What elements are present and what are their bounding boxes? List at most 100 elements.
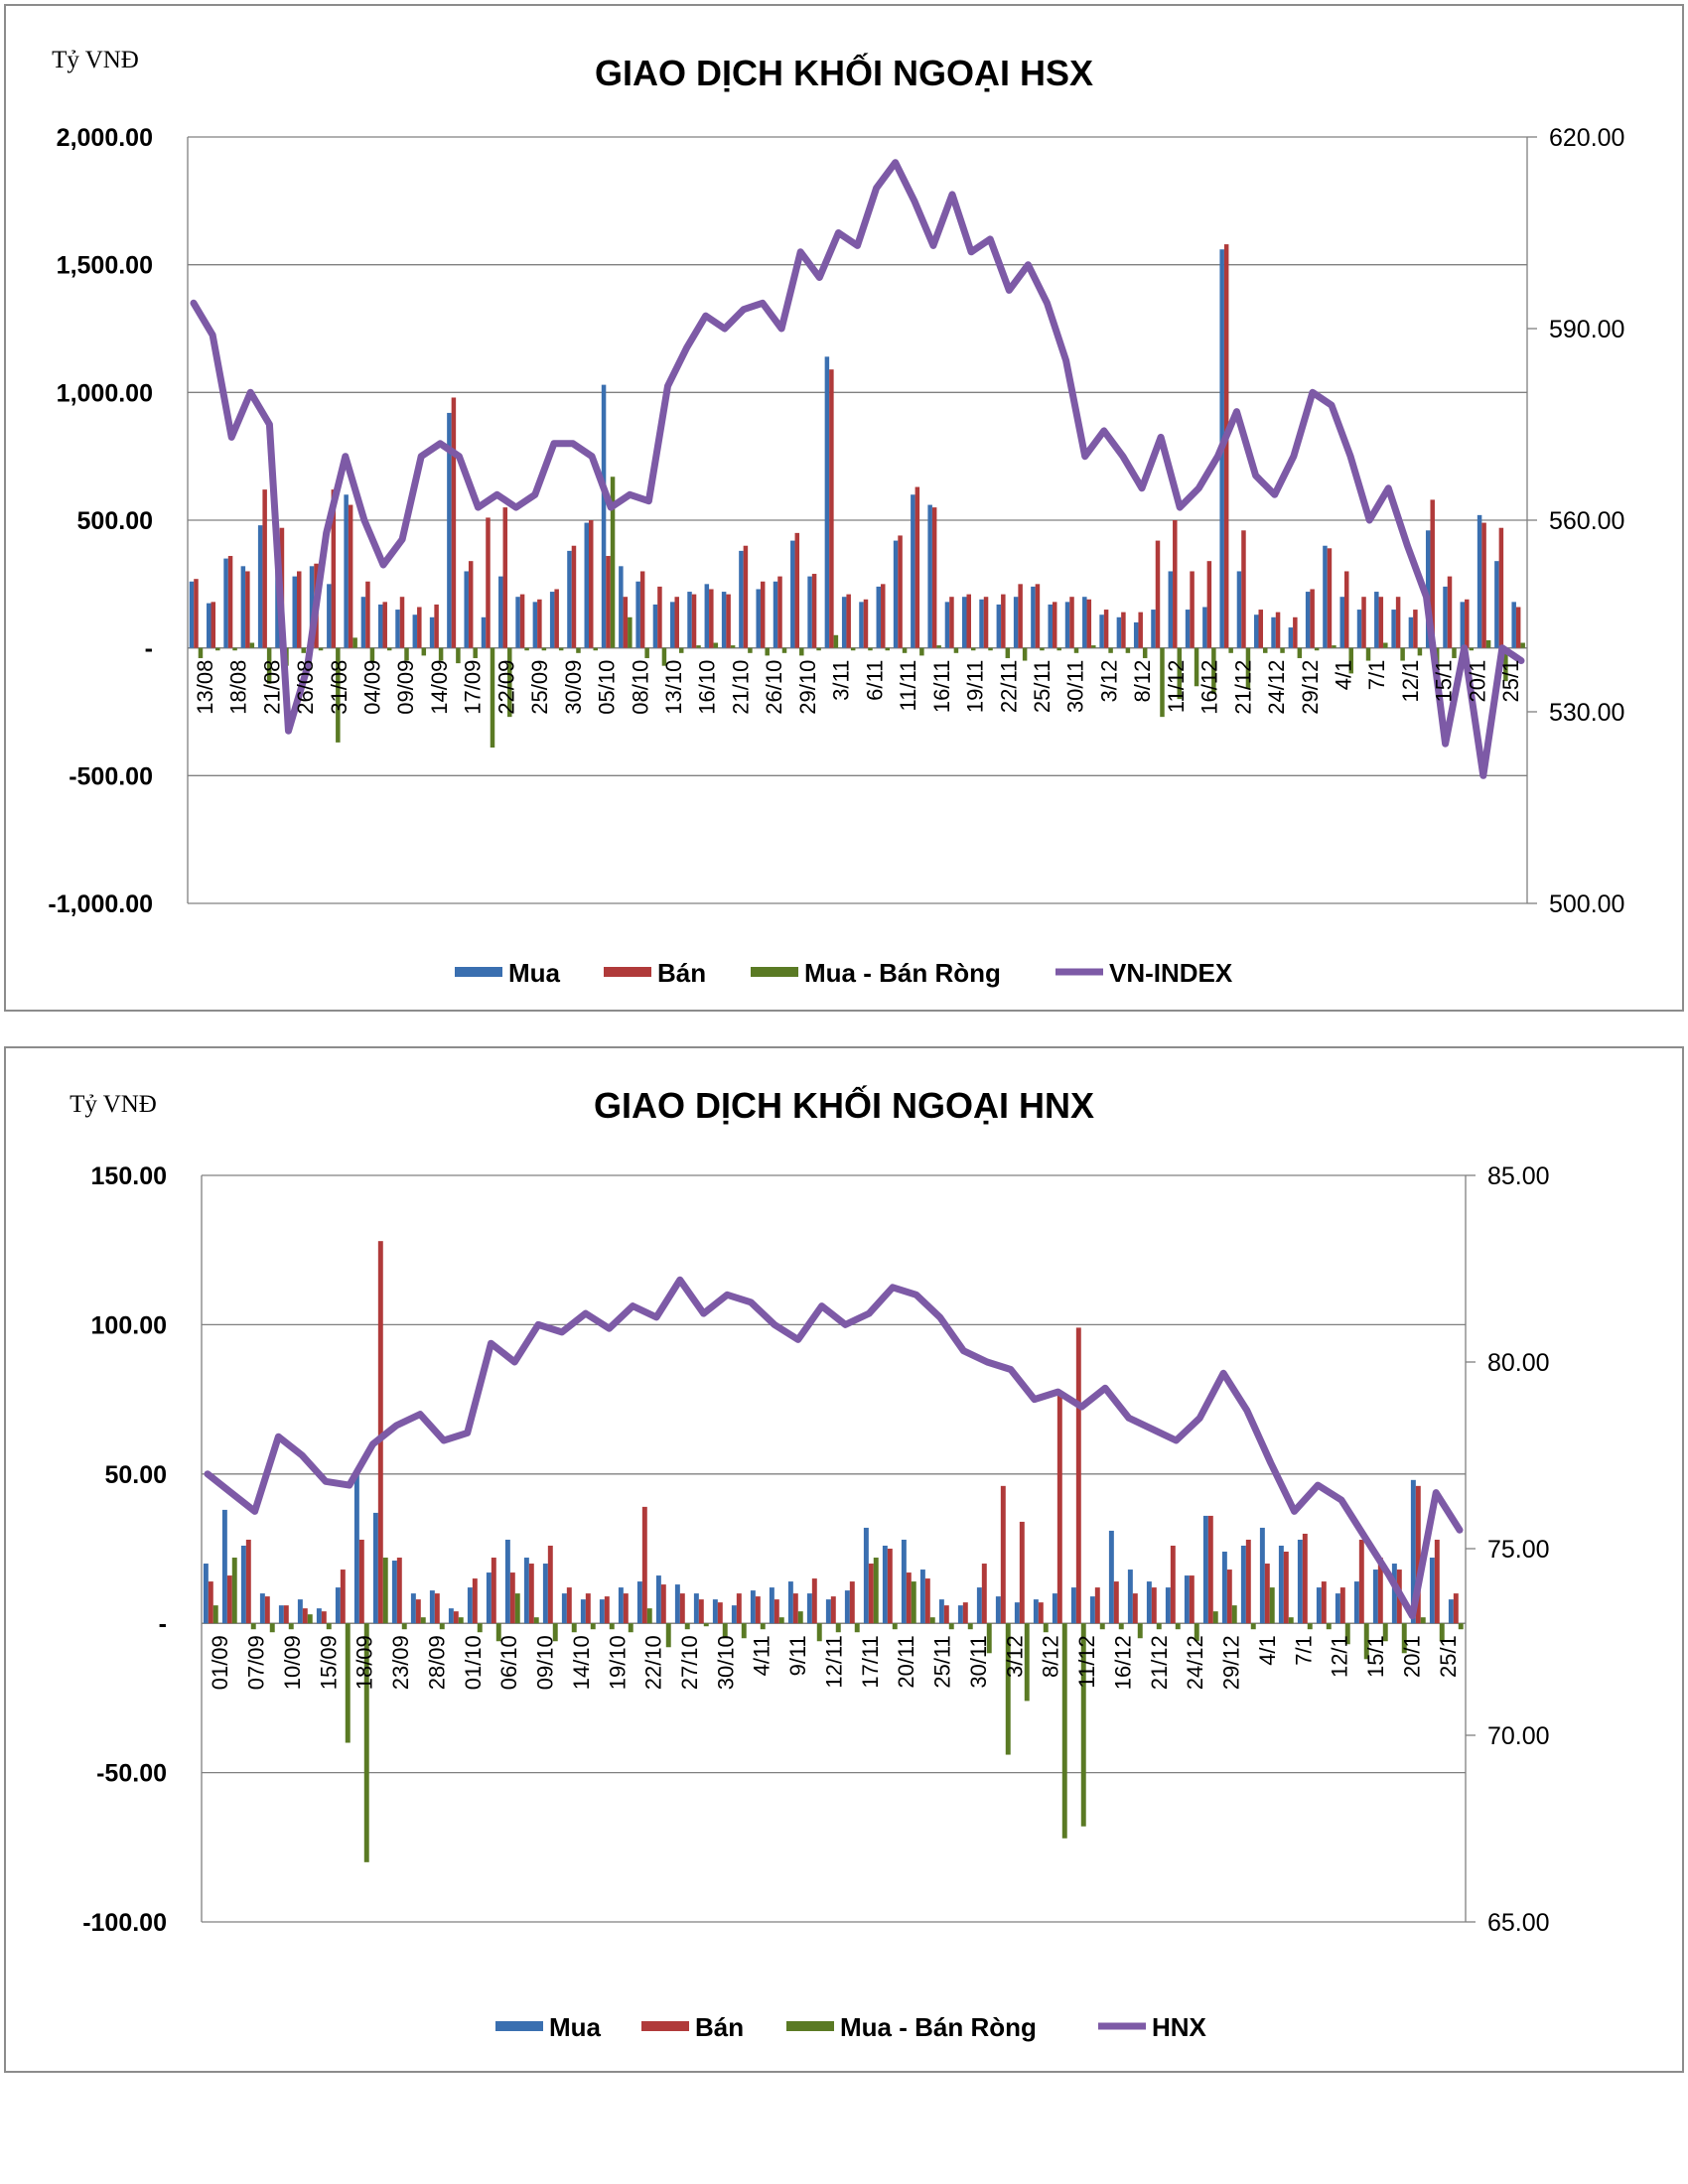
hsx-bar-net — [1091, 645, 1096, 648]
hnx-y-tick: -50.00 — [96, 1760, 167, 1788]
hnx-bar-ban — [1113, 1581, 1119, 1624]
hnx-bar-ban — [906, 1572, 912, 1624]
hnx-bar-net — [986, 1623, 992, 1654]
hnx-bar-ban — [755, 1596, 761, 1624]
hsx-bar-net — [850, 647, 856, 651]
hsx-bar-mua — [584, 522, 590, 648]
hnx-bar-net — [646, 1608, 652, 1624]
hnx-bar-mua — [391, 1561, 397, 1624]
hsx-bar-mua — [1408, 616, 1414, 648]
hnx-bar-mua — [335, 1587, 341, 1624]
hnx-bar-ban — [679, 1593, 685, 1624]
hnx-y-tick: 100.00 — [91, 1311, 167, 1339]
hnx-bar-net — [382, 1558, 388, 1624]
hnx-bar-ban — [1415, 1485, 1421, 1624]
hsx-bar-mua — [292, 576, 297, 648]
hnx-bar-mua — [825, 1599, 831, 1624]
hnx-bar-ban — [1170, 1545, 1176, 1624]
hsx-bar-ban — [931, 507, 937, 648]
hsx-bar-net — [628, 616, 633, 648]
hsx-bar-ban — [589, 520, 594, 648]
hsx-bar-ban — [1138, 612, 1143, 648]
hnx-bar-mua — [1221, 1552, 1227, 1624]
hnx-bar-ban — [226, 1575, 232, 1624]
hsx-bar-ban — [502, 507, 508, 648]
hnx-bar-mua — [561, 1593, 567, 1624]
hsx-x-tick: 16/11 — [929, 660, 954, 713]
hsx-bar-mua — [515, 597, 520, 648]
hsx-bar-net — [730, 645, 736, 648]
hsx-bar-ban — [1069, 597, 1074, 648]
hnx-bar-ban — [660, 1584, 666, 1624]
hsx-x-tick: 22/09 — [493, 660, 518, 715]
hsx-x-tick: 3/12 — [1096, 660, 1121, 703]
hnx-bar-mua — [901, 1539, 907, 1624]
hnx-bar-mua — [957, 1605, 963, 1624]
hsx-bar-net — [490, 647, 495, 749]
hnx-bar-ban — [472, 1578, 478, 1624]
hsx-bar-ban — [811, 574, 817, 648]
hsx-x-tick: 11/12 — [1164, 660, 1189, 713]
hsx-bar-net — [1383, 642, 1388, 648]
hsx-bar-mua — [1374, 592, 1379, 648]
hsx-x-tick: 08/10 — [628, 660, 652, 715]
hsx-bar-mua — [601, 384, 607, 648]
hnx-x-tick: 20/11 — [894, 1635, 918, 1688]
hsx-bar-mua — [996, 604, 1002, 648]
hsx-bar-mua — [1288, 627, 1294, 648]
hsx-bar-ban — [1293, 616, 1298, 648]
hnx-bar-ban — [1302, 1533, 1308, 1624]
hsx-y2-tick: 530.00 — [1549, 699, 1624, 727]
hsx-x-tick: 13/10 — [661, 660, 686, 715]
hsx-chart: GIAO DỊCH KHỐI NGOẠI HSX Tỷ VNĐ 2,000.00 1,… — [48, 47, 1624, 988]
hnx-bar-net — [1458, 1623, 1464, 1630]
hnx-bar-net — [231, 1558, 237, 1624]
hnx-bar-mua — [712, 1599, 718, 1624]
hnx-x-tick: 01/09 — [208, 1635, 232, 1690]
hsx-bar-mua — [911, 494, 915, 648]
hnx-bar-ban — [943, 1605, 949, 1624]
hsx-bar-net — [1400, 647, 1405, 661]
hnx-bar-mua — [504, 1539, 510, 1624]
hnx-bar-net — [1307, 1623, 1313, 1630]
hsx-bar-net — [816, 647, 821, 651]
hnx-x-tick: 20/1 — [1399, 1635, 1424, 1678]
hsx-bar-net — [988, 647, 993, 651]
hsx-bar-ban — [1343, 571, 1349, 648]
hnx-bar-ban — [1075, 1327, 1081, 1624]
hnx-legend-key — [495, 2021, 543, 2031]
hsx-bar-ban — [657, 586, 662, 648]
hsx-bar-ban — [1206, 561, 1212, 648]
hsx-bar-mua — [756, 589, 761, 648]
hnx-bar-ban — [509, 1572, 515, 1624]
hnx-bar-net — [552, 1623, 558, 1642]
hnx-bar-ban — [1321, 1581, 1327, 1624]
hnx-bar-ban — [1038, 1602, 1044, 1624]
hsx-bar-net — [1365, 647, 1371, 661]
hsx-bar-net — [1417, 647, 1423, 656]
hsx-bar-mua — [344, 494, 349, 648]
hnx-bar-ban — [547, 1545, 553, 1624]
hnx-bar-net — [1288, 1617, 1294, 1624]
hsx-y-tick: 500.00 — [77, 507, 153, 535]
hnx-bar-mua — [731, 1605, 737, 1624]
hnx-bar-ban — [1056, 1393, 1062, 1624]
hnx-y-tick: 150.00 — [91, 1162, 167, 1190]
hsx-bar-mua — [1339, 597, 1344, 648]
hsx-bar-ban — [399, 597, 405, 648]
hnx-bar-mua — [919, 1570, 925, 1624]
hsx-bar-mua — [635, 581, 640, 648]
hsx-bar-mua — [876, 586, 882, 648]
hnx-bar-mua — [278, 1605, 284, 1624]
hsx-bar-ban — [417, 607, 422, 648]
hsx-bar-ban — [211, 602, 216, 648]
hsx-bar-mua — [1013, 597, 1019, 648]
hsx-legend-label: Mua - Bán Ròng — [804, 958, 1001, 988]
hnx-bar-net — [307, 1614, 313, 1624]
hnx-bar-net — [1194, 1623, 1199, 1642]
hsx-bar-ban — [1465, 599, 1470, 648]
hsx-bar-net — [1314, 647, 1320, 651]
hnx-x-tick: 4/11 — [750, 1635, 774, 1676]
hnx-bar-net — [345, 1623, 351, 1743]
hsx-bar-net — [696, 645, 701, 648]
